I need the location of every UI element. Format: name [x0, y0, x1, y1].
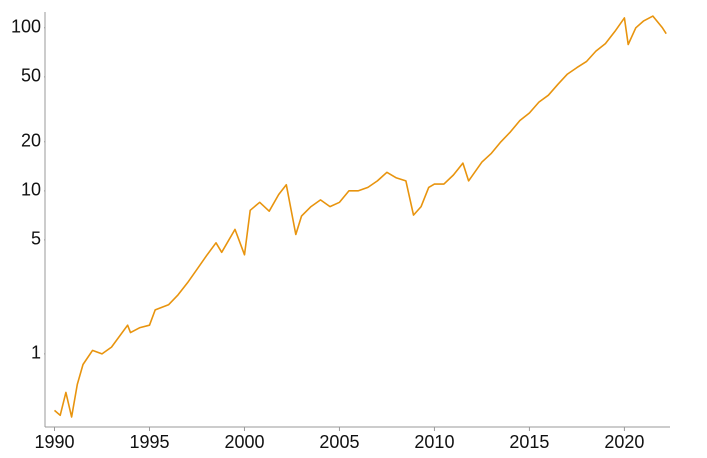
y-tick-label: 1 [31, 343, 41, 363]
x-tick-label: 2000 [224, 432, 264, 452]
data-line [53, 15, 667, 418]
x-tick-label: 2005 [319, 432, 359, 452]
y-tick-label: 10 [21, 180, 41, 200]
y-tick-label: 50 [21, 66, 41, 86]
y-tick-label: 5 [31, 229, 41, 249]
x-tick-label: 2015 [509, 432, 549, 452]
y-tick-label: 20 [21, 131, 41, 151]
x-tick-label: 1990 [34, 432, 74, 452]
x-tick-label: 2010 [414, 432, 454, 452]
x-tick-label: 1995 [129, 432, 169, 452]
y-tick-label: 100 [11, 17, 41, 37]
x-tick-label: 2020 [604, 432, 644, 452]
